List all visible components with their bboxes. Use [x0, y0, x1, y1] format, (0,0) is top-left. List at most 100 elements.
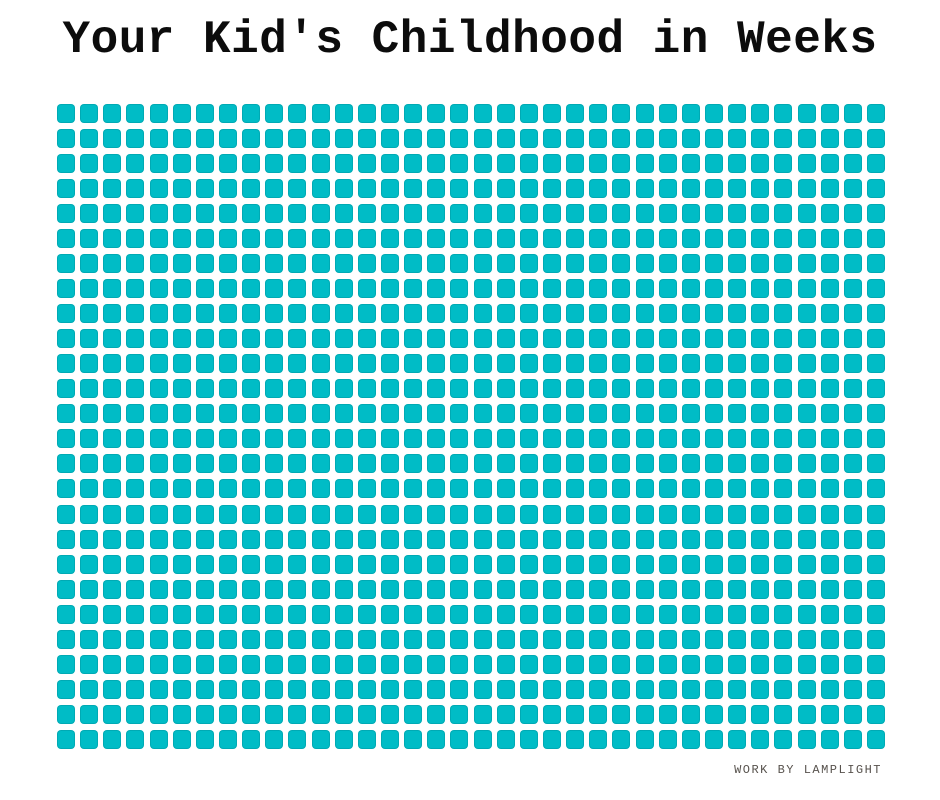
week-cell — [149, 729, 168, 749]
week-cell — [357, 154, 376, 174]
week-cell — [519, 679, 538, 699]
week-cell — [519, 479, 538, 499]
week-cell — [635, 304, 654, 324]
week-cell — [751, 429, 770, 449]
week-cell — [774, 429, 793, 449]
week-cell — [612, 254, 631, 274]
week-cell — [774, 679, 793, 699]
week-cell — [728, 604, 747, 624]
week-cell — [195, 679, 214, 699]
week-cell — [612, 404, 631, 424]
week-cell — [612, 729, 631, 749]
week-cell — [242, 154, 261, 174]
week-cell — [843, 379, 862, 399]
week-cell — [427, 679, 446, 699]
week-cell — [149, 254, 168, 274]
week-cell — [728, 354, 747, 374]
week-cell — [334, 329, 353, 349]
week-cell — [658, 529, 677, 549]
week-cell — [218, 304, 237, 324]
week-cell — [658, 654, 677, 674]
week-cell — [635, 254, 654, 274]
week-cell — [404, 629, 423, 649]
week-cell — [566, 604, 585, 624]
week-cell — [612, 279, 631, 299]
week-cell — [57, 504, 75, 524]
week-cell — [172, 504, 191, 524]
week-cell — [635, 629, 654, 649]
week-cell — [57, 379, 75, 399]
week-cell — [542, 529, 561, 549]
week-cell — [404, 154, 423, 174]
week-cell — [519, 154, 538, 174]
week-cell — [80, 579, 99, 599]
week-cell — [774, 654, 793, 674]
week-cell — [774, 629, 793, 649]
week-cell — [473, 404, 492, 424]
week-cell — [149, 329, 168, 349]
week-cell — [681, 479, 700, 499]
week-cell — [103, 729, 122, 749]
week-cell — [496, 704, 515, 724]
week-cell — [334, 454, 353, 474]
week-cell — [704, 154, 723, 174]
week-cell — [357, 704, 376, 724]
credit-text: WORK BY LAMPLIGHT — [734, 763, 882, 777]
week-cell — [635, 529, 654, 549]
week-cell — [357, 354, 376, 374]
week-cell — [751, 454, 770, 474]
week-cell — [774, 404, 793, 424]
week-cell — [866, 204, 885, 224]
week-cell — [797, 204, 816, 224]
week-cell — [288, 429, 307, 449]
week-cell — [728, 179, 747, 199]
week-cell — [126, 529, 145, 549]
week-cell — [866, 329, 885, 349]
week-cell — [80, 154, 99, 174]
week-cell — [357, 204, 376, 224]
week-cell — [774, 354, 793, 374]
week-cell — [797, 404, 816, 424]
week-cell — [612, 554, 631, 574]
week-cell — [57, 679, 75, 699]
week-cell — [380, 329, 399, 349]
week-cell — [218, 379, 237, 399]
week-cell — [103, 354, 122, 374]
week-cell — [635, 729, 654, 749]
week-cell — [704, 729, 723, 749]
week-cell — [589, 329, 608, 349]
week-cell — [103, 379, 122, 399]
week-cell — [450, 704, 469, 724]
week-cell — [612, 304, 631, 324]
week-cell — [311, 479, 330, 499]
week-cell — [57, 479, 75, 499]
week-cell — [704, 479, 723, 499]
week-cell — [704, 429, 723, 449]
week-cell — [334, 354, 353, 374]
week-cell — [843, 629, 862, 649]
week-cell — [404, 454, 423, 474]
week-cell — [843, 104, 862, 123]
week-cell — [635, 554, 654, 574]
week-cell — [311, 154, 330, 174]
week-cell — [195, 229, 214, 249]
week-cell — [542, 629, 561, 649]
week-cell — [311, 329, 330, 349]
week-cell — [542, 254, 561, 274]
week-cell — [149, 679, 168, 699]
week-cell — [380, 704, 399, 724]
week-cell — [566, 554, 585, 574]
week-cell — [126, 554, 145, 574]
week-cell — [496, 354, 515, 374]
week-cell — [357, 504, 376, 524]
week-cell — [473, 254, 492, 274]
week-cell — [612, 354, 631, 374]
week-cell — [473, 279, 492, 299]
week-cell — [404, 579, 423, 599]
week-cell — [427, 354, 446, 374]
week-cell — [589, 579, 608, 599]
week-cell — [380, 204, 399, 224]
week-cell — [820, 404, 839, 424]
week-cell — [380, 604, 399, 624]
